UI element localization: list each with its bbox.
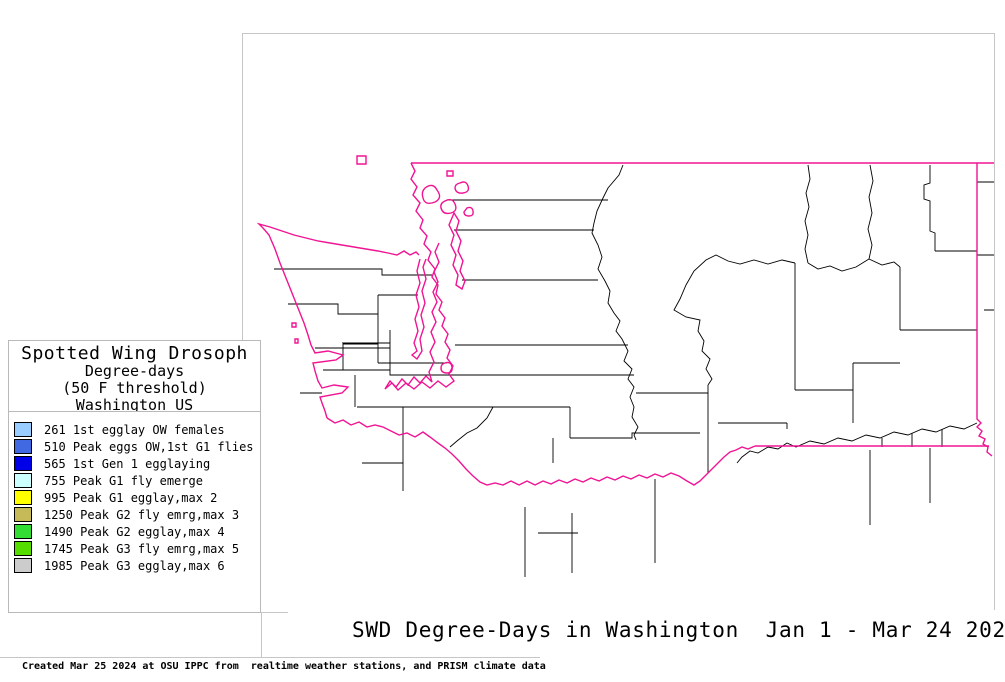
legend-item: 565 1st Gen 1 egglaying [9, 455, 260, 472]
legend-title-box: Spotted Wing Drosoph Degree-days (50 F thr… [8, 340, 261, 414]
legend-right-extension [261, 613, 262, 657]
state-boundary [256, 155, 994, 486]
legend-item: 1985 Peak G3 egglay,max 6 [9, 557, 260, 574]
puget-sound-east-shore [384, 162, 455, 391]
legend-title-line: Degree-days [84, 362, 185, 380]
legend-color-swatch [14, 541, 32, 556]
legend-item-label: 1985 Peak G3 egglay,max 6 [44, 558, 225, 573]
legend-color-swatch [14, 473, 32, 488]
legend-item-label: 565 1st Gen 1 egglaying [44, 456, 211, 471]
legend-item: 755 Peak G1 fly emerge [9, 472, 260, 489]
legend-item-label: 1745 Peak G3 fly emrg,max 5 [44, 541, 240, 556]
legend-items-box: 261 1st egglay OW females 510 Peak eggs O… [8, 411, 261, 613]
washington-county-map [256, 155, 994, 577]
legend-title-line: Spotted Wing Drosoph [21, 343, 248, 364]
legend-item-label: 995 Peak G1 egglay,max 2 [44, 490, 218, 505]
legend-title-line: (50 F threshold) [62, 379, 207, 397]
legend-color-swatch [14, 524, 32, 539]
legend-color-swatch [14, 507, 32, 522]
point-roberts [356, 155, 367, 165]
legend-item-label: 510 Peak eggs OW,1st G1 flies [44, 439, 254, 454]
legend-item: 995 Peak G1 egglay,max 2 [9, 489, 260, 506]
san-juan-islands [421, 170, 474, 217]
legend-item: 1745 Peak G3 fly emrg,max 5 [9, 540, 260, 557]
legend-title-line: Washington US [75, 396, 194, 414]
map-frame-top [242, 33, 995, 34]
whidbey-island [448, 211, 466, 291]
legend-color-swatch [14, 422, 32, 437]
idaho-border-snake [975, 163, 993, 457]
attribution-top-rule [0, 657, 540, 658]
legend-item-label: 261 1st egglay OW females [44, 422, 225, 437]
map-frame-left [242, 33, 243, 340]
legend-item: 510 Peak eggs OW,1st G1 flies [9, 438, 260, 455]
legend-item: 1250 Peak G2 fly emrg,max 3 [9, 506, 260, 523]
legend-color-swatch [14, 490, 32, 505]
coastal-islets [291, 322, 299, 344]
legend-color-swatch [14, 456, 32, 471]
columbia-river-border [326, 417, 756, 486]
legend-color-swatch [14, 558, 32, 573]
county-boundaries [274, 164, 994, 577]
vashon-island [440, 361, 453, 374]
hood-canal [410, 258, 427, 361]
legend-item-label: 1250 Peak G2 fly emrg,max 3 [44, 507, 240, 522]
legend-item-label: 755 Peak G1 fly emerge [44, 473, 203, 488]
map-title: SWD Degree-Days in Washington Jan 1 - Ma… [352, 618, 1005, 642]
pacific-coast [256, 222, 420, 419]
map-frame-right [994, 33, 995, 610]
legend-item: 1490 Peak G2 egglay,max 4 [9, 523, 260, 540]
legend-item-label: 1490 Peak G2 egglay,max 4 [44, 524, 225, 539]
legend-color-swatch [14, 439, 32, 454]
attribution-text: Created Mar 25 2024 at OSU IPPC from rea… [22, 661, 546, 672]
legend-item: 261 1st egglay OW females [9, 421, 260, 438]
legend-bottom-stub [261, 612, 288, 613]
